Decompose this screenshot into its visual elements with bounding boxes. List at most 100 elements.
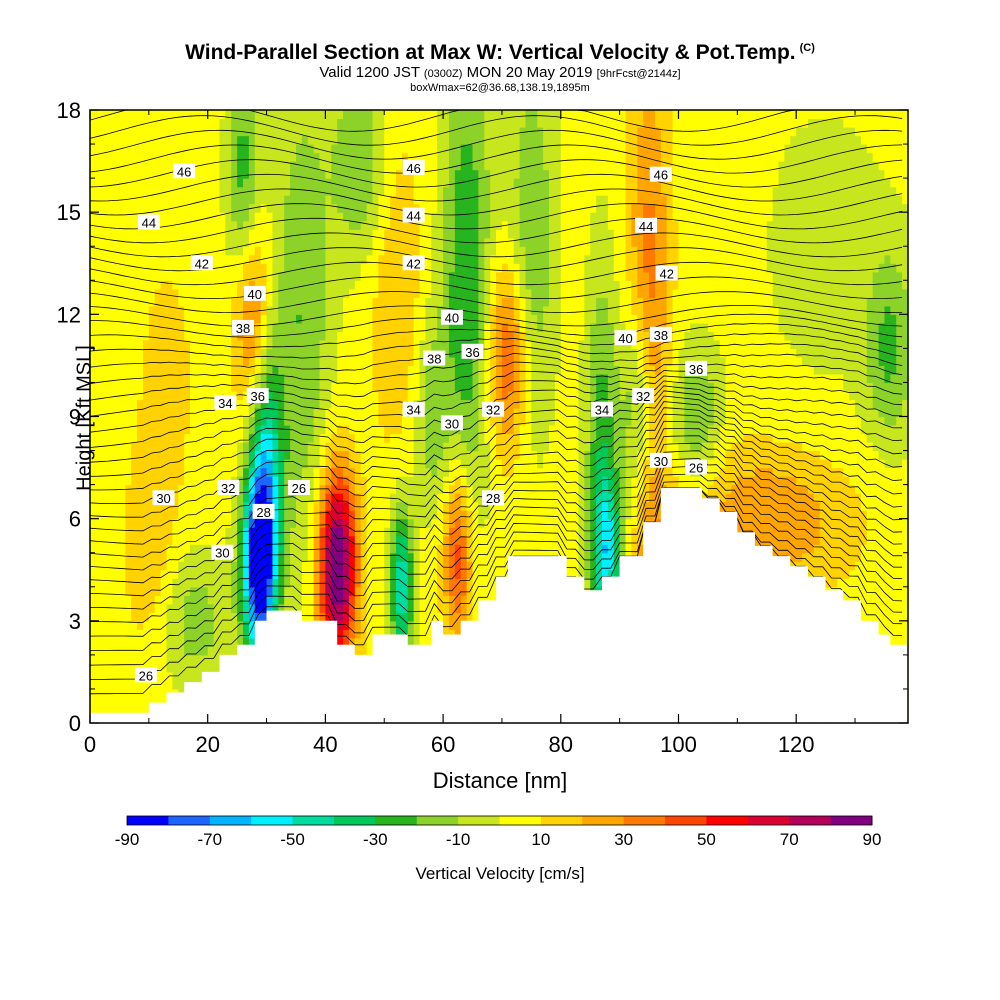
w-cell xyxy=(166,552,173,562)
w-cell xyxy=(454,246,462,256)
w-cell xyxy=(460,280,468,290)
w-cell xyxy=(448,263,456,273)
w-cell xyxy=(231,467,238,477)
w-cell xyxy=(295,510,303,520)
w-cell xyxy=(443,407,450,418)
w-cell xyxy=(142,595,150,605)
w-cell xyxy=(178,356,185,367)
w-cell xyxy=(131,535,138,545)
w-cell xyxy=(184,356,191,367)
w-cell xyxy=(460,552,468,562)
w-cell xyxy=(107,297,115,307)
w-cell xyxy=(460,254,468,264)
w-cell xyxy=(231,203,238,213)
w-cell xyxy=(407,544,415,554)
w-cell xyxy=(307,399,315,409)
w-cell xyxy=(443,271,450,281)
w-cell xyxy=(166,561,173,571)
w-cell xyxy=(172,476,179,486)
w-cell xyxy=(125,671,132,682)
w-cell xyxy=(295,212,303,222)
w-cell xyxy=(243,433,250,443)
w-cell xyxy=(366,195,374,205)
w-cell xyxy=(195,654,203,664)
w-cell xyxy=(313,586,321,596)
w-cell xyxy=(172,399,179,409)
w-cell xyxy=(95,280,103,290)
w-cell xyxy=(195,416,203,426)
w-cell xyxy=(484,373,491,384)
w-cell xyxy=(466,365,474,375)
w-cell xyxy=(378,186,385,196)
w-cell xyxy=(337,535,344,545)
w-cell xyxy=(184,365,191,375)
w-cell xyxy=(466,416,474,426)
w-cell xyxy=(348,212,356,222)
w-cell xyxy=(178,237,185,247)
w-cell xyxy=(484,561,491,571)
w-cell xyxy=(248,110,256,120)
w-cell xyxy=(243,595,250,605)
w-cell xyxy=(131,212,138,222)
w-cell xyxy=(195,356,203,367)
w-cell xyxy=(307,348,315,358)
w-cell xyxy=(166,416,173,426)
w-cell xyxy=(219,339,226,349)
w-cell xyxy=(284,373,291,384)
w-cell xyxy=(360,271,368,281)
w-cell xyxy=(331,510,338,520)
w-cell xyxy=(207,348,215,358)
w-cell xyxy=(425,135,432,145)
w-cell xyxy=(413,348,421,358)
w-cell xyxy=(213,161,221,171)
w-cell xyxy=(137,178,144,188)
w-cell xyxy=(466,518,474,528)
w-cell xyxy=(272,135,279,145)
w-cell xyxy=(90,637,97,647)
w-cell xyxy=(460,544,468,554)
w-cell xyxy=(407,561,415,571)
w-cell xyxy=(454,229,462,239)
w-cell xyxy=(260,433,268,443)
w-cell xyxy=(160,612,168,622)
w-cell xyxy=(360,612,368,622)
w-cell xyxy=(460,373,468,384)
w-cell xyxy=(478,433,485,443)
w-cell xyxy=(295,552,303,562)
w-cell xyxy=(272,390,279,401)
w-cell xyxy=(248,348,256,358)
w-cell xyxy=(413,390,421,401)
w-cell xyxy=(248,246,256,256)
w-cell xyxy=(90,322,97,332)
w-cell xyxy=(95,382,103,392)
w-cell xyxy=(266,586,274,596)
w-cell xyxy=(319,203,326,213)
w-cell xyxy=(178,288,185,298)
w-cell xyxy=(331,135,338,145)
w-cell xyxy=(131,254,138,264)
w-cell xyxy=(119,705,126,716)
w-cell xyxy=(354,373,362,384)
w-cell xyxy=(478,535,485,545)
w-cell xyxy=(207,399,215,409)
w-cell xyxy=(101,314,109,324)
w-cell xyxy=(254,569,262,579)
w-cell xyxy=(431,612,438,622)
w-cell xyxy=(331,339,338,349)
w-cell xyxy=(290,356,297,367)
w-cell xyxy=(178,552,185,562)
w-cell xyxy=(337,237,344,247)
w-cell xyxy=(372,450,379,460)
w-cell xyxy=(119,212,126,222)
w-cell xyxy=(137,229,144,239)
w-cell xyxy=(337,501,344,511)
w-cell xyxy=(295,314,303,324)
w-cell xyxy=(225,169,232,179)
w-cell xyxy=(160,442,168,452)
w-cell xyxy=(95,390,103,401)
w-cell xyxy=(366,297,374,307)
w-cell xyxy=(90,382,97,392)
w-cell xyxy=(472,603,479,613)
w-cell xyxy=(443,603,450,613)
w-cell xyxy=(354,212,362,222)
